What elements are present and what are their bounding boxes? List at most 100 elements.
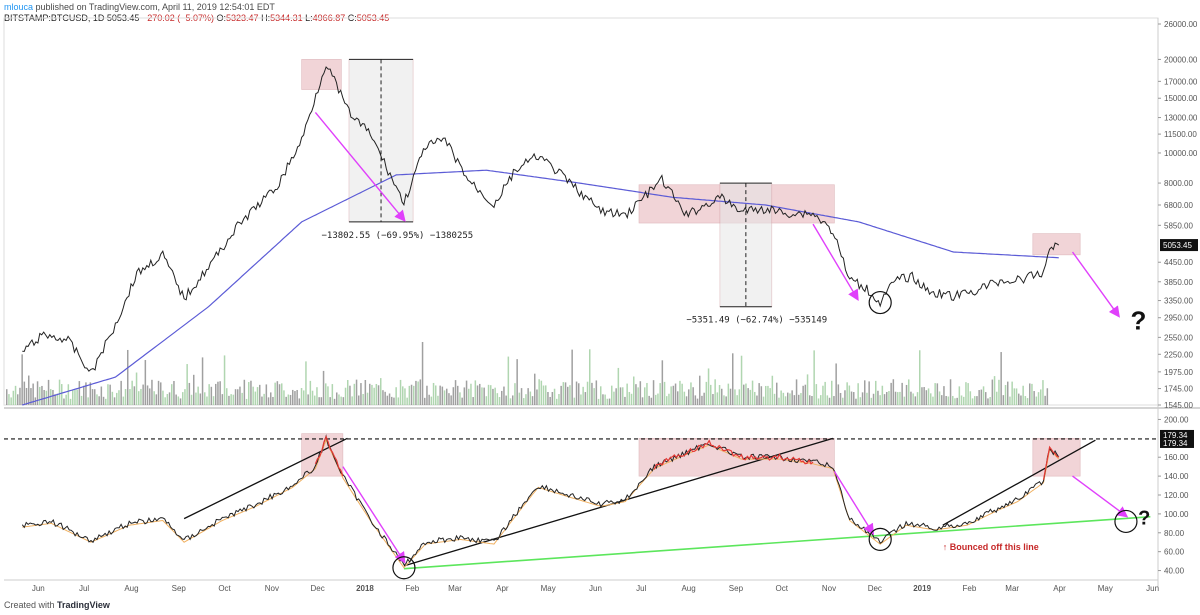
indicator-value-tag [1160,429,1194,440]
volume-bar [162,390,164,405]
volume-bar [87,397,89,405]
volume-bar [888,391,890,405]
volume-bar [10,397,12,405]
volume-bar [993,376,996,405]
volume-bar [776,382,778,405]
volume-bar [580,394,582,405]
x-tick-label: Dec [868,584,882,593]
volume-bar [806,374,809,405]
volume-bar [358,395,360,405]
indicator-value-tag-label: 179.34 [1163,431,1188,440]
volume-bar [542,385,545,405]
volume-bar [637,387,639,405]
x-tick-label: Jul [636,584,646,593]
volume-bar [705,381,708,405]
volume-bar [94,389,96,405]
volume-bar [54,394,56,405]
bottom-circle-indicator-2 [868,527,892,551]
volume-bar [740,355,743,405]
volume-bar [1020,395,1022,405]
volume-bar [553,388,556,405]
x-tick-label: Dec [311,584,325,593]
volume-bar [371,384,373,405]
volume-bar [223,355,226,405]
x-tick-label: 2018 [356,584,374,593]
volume-bar [734,389,736,405]
volume-bar [12,390,15,405]
volume-bar [947,396,950,405]
volume-bar [201,357,204,405]
volume-bar [1037,392,1040,405]
tradingview-logo[interactable]: TradingView [57,600,110,610]
volume-bar [518,392,521,405]
volume-bar [366,392,369,405]
volume-bar [562,382,565,405]
volume-bar [894,391,897,405]
price-tick-label: 13000.00 [1164,114,1198,123]
tradingview-chart[interactable]: 26000.00 20000.00 17000.00 15000.00 13000.00… [0,0,1200,600]
volume-bar [272,396,274,405]
volume-bar [177,396,180,405]
volume-bar [441,386,444,405]
volume-bar [784,396,787,405]
volume-bar [802,385,804,405]
volume-bar [595,380,598,405]
volume-bar [820,395,822,405]
indicator-hot-segment-2 [653,439,814,470]
volume-bar [331,384,334,405]
volume-bar [388,393,391,405]
indicator-tick-label: 140.00 [1164,472,1189,481]
volume-bar [613,391,615,405]
volume-bar [138,391,140,405]
volume-bar [571,349,573,405]
volume-bar [853,392,855,405]
volume-bar [556,398,558,405]
volume-bar [96,394,98,405]
volume-bar [408,385,411,405]
volume-bar [283,390,285,405]
x-tick-label: Nov [822,584,836,593]
price-tick-label: 10000.00 [1164,149,1198,158]
volume-bar [831,380,833,405]
volume-bar [573,397,576,405]
volume-bar [606,398,609,405]
author-link[interactable]: mlouca [4,2,34,12]
volume-bar [226,388,228,405]
volume-bar [798,394,800,405]
volume-bar [835,363,837,405]
volume-bar [859,397,862,405]
volume-bar [91,389,94,405]
volume-bar [292,389,294,405]
volume-bar [234,389,237,405]
volume-bar [985,392,987,405]
volume-bar [230,394,232,405]
volume-bar [428,394,430,405]
volume-bar [725,396,727,405]
volume-bar [452,387,455,405]
volume-bar [135,372,138,405]
arrow-projection [1071,251,1120,318]
volume-bar [762,396,765,405]
volume-bar [171,384,173,405]
volume-bar [1011,381,1013,405]
volume-bar [250,380,252,405]
volume-bar [754,391,756,405]
volume-bar [547,392,549,405]
bottom-circle-indicator-1 [392,556,416,580]
volume-bar [432,382,435,405]
indicator-line [21,434,1060,566]
volume-bar [600,386,602,405]
volume-bar [342,397,345,405]
volume-bar [503,386,505,405]
volume-bar [58,379,61,405]
volume-bar [146,385,149,405]
volume-bar [219,381,221,405]
arrow-drop-2 [812,223,859,301]
volume-bar [116,392,118,405]
volume-bar [492,388,494,405]
volume-bar [131,380,133,405]
volume-bar [217,381,219,405]
volume-bar [1033,391,1035,405]
volume-bar [241,392,243,405]
volume-bar [39,386,41,405]
